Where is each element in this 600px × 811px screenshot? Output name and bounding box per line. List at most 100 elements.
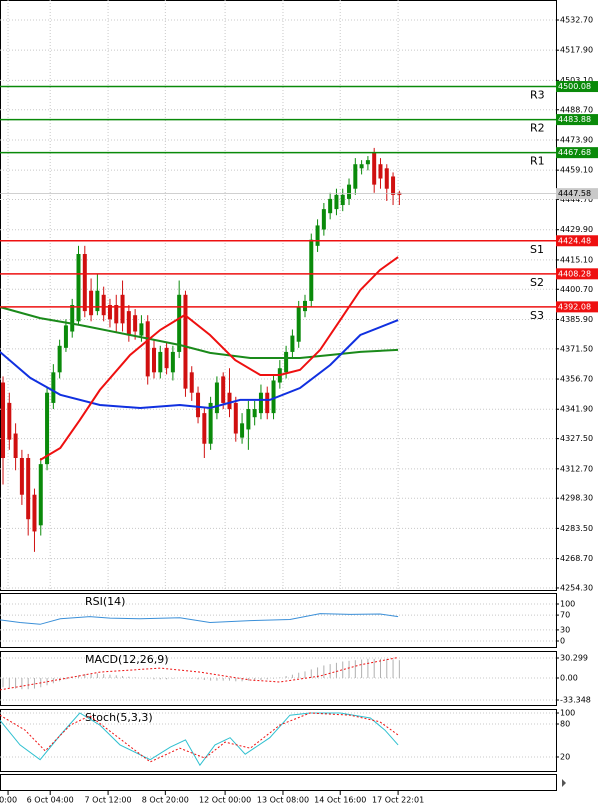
x-tick-label: 14 Oct 16:00 <box>314 796 366 805</box>
candle-body <box>246 409 251 430</box>
candle-body <box>7 402 12 440</box>
y-tick-label: 4356.70 <box>560 375 593 384</box>
candle-body <box>82 253 87 312</box>
x-tick-label: 17 Oct 22:01 <box>372 796 424 805</box>
candle-body <box>240 423 245 438</box>
y-tick-label: 4400.70 <box>560 285 593 294</box>
candle-body <box>177 294 182 352</box>
y-tick-label: 4254.30 <box>560 583 593 592</box>
level-name: R1 <box>530 155 545 168</box>
indicator-title: Stoch(5,3,3) <box>85 711 153 724</box>
candle-body <box>252 409 257 418</box>
y-tick-label: 4341.90 <box>560 405 593 414</box>
candle-body <box>227 392 232 410</box>
candle-body <box>309 239 314 301</box>
x-tick-label: 0:00 <box>0 796 17 805</box>
level-price-box <box>556 268 598 280</box>
candle-body <box>183 294 188 389</box>
candle-body <box>221 376 226 403</box>
candle-body <box>302 300 307 312</box>
candle-body <box>334 194 339 210</box>
level-price-box <box>556 81 598 93</box>
y-tick-label: 4473.90 <box>560 135 593 144</box>
candle-body <box>328 198 333 214</box>
candle-body <box>76 253 81 322</box>
candle-body <box>378 164 383 179</box>
candle-body <box>384 168 389 189</box>
y-tick-label: 100 <box>560 599 575 608</box>
panel-icon <box>562 779 566 787</box>
y-tick-label: 4298.30 <box>560 494 593 503</box>
candle-body <box>315 225 320 246</box>
candle-body <box>347 184 352 199</box>
candle-body <box>359 164 364 169</box>
y-tick-label: 4327.50 <box>560 434 593 443</box>
indicator-title: MACD(12,26,9) <box>85 653 169 666</box>
y-tick-label: 4444.70 <box>560 195 593 204</box>
level-price-box <box>556 301 598 313</box>
y-tick-label: 4312.70 <box>560 464 593 473</box>
candle-body <box>340 194 345 206</box>
candle-body <box>45 392 50 465</box>
candle-body <box>158 351 163 373</box>
candle-body <box>391 176 396 195</box>
candle-body <box>114 304 119 324</box>
candle-body <box>57 345 62 373</box>
level-price: 4500.08 <box>558 82 591 91</box>
candle-body <box>290 335 295 352</box>
candle-body <box>120 294 125 324</box>
candle-body <box>63 325 68 348</box>
candle-body <box>95 290 100 312</box>
y-tick-label: 70 <box>560 611 570 620</box>
candle-body <box>258 392 263 414</box>
candle-body <box>214 382 219 414</box>
x-tick-label: 13 Oct 08:00 <box>257 796 309 805</box>
candle-body <box>139 323 144 336</box>
candle-body <box>32 494 37 532</box>
y-tick-label: 0 <box>560 637 565 646</box>
y-tick-label: 4371.50 <box>560 344 593 353</box>
candle-body <box>265 392 270 414</box>
candle-body <box>152 347 157 373</box>
x-tick-label: 8 Oct 20:00 <box>142 796 189 805</box>
main-panel <box>0 0 557 591</box>
candle-body <box>13 433 18 459</box>
series-line <box>0 319 399 410</box>
candle-body <box>133 315 138 332</box>
candle-body <box>208 402 213 444</box>
y-tick-label: 4385.90 <box>560 315 593 324</box>
y-tick-label: 0.00 <box>560 674 578 683</box>
y-tick-label: -33.348 <box>560 696 591 705</box>
x-tick-label: 7 Oct 12:00 <box>85 796 132 805</box>
stoch-panel <box>0 709 557 772</box>
level-price-box <box>556 114 598 126</box>
last-price: 4447.58 <box>558 189 591 198</box>
candle-body <box>145 321 150 377</box>
y-tick-label: 30.299 <box>560 653 588 662</box>
candle-body <box>1 382 6 459</box>
candle-body <box>271 380 276 414</box>
y-tick-label: 30 <box>560 625 570 634</box>
y-tick-label: 4268.70 <box>560 554 593 563</box>
level-price: 4467.68 <box>558 148 591 157</box>
y-tick-label: 4429.90 <box>560 225 593 234</box>
candle-body <box>353 164 358 189</box>
candle-body <box>26 458 31 520</box>
candle-body <box>372 151 377 185</box>
extra-panel <box>0 774 557 791</box>
candle-body <box>296 307 301 342</box>
candle-body <box>196 392 201 418</box>
last-price-box <box>556 188 598 200</box>
x-tick-label: 12 Oct 00:00 <box>199 796 251 805</box>
candle-body <box>126 311 131 336</box>
y-tick-label: 4415.10 <box>560 255 593 264</box>
candle-body <box>107 304 112 320</box>
level-price-box <box>556 147 598 159</box>
candle-body <box>321 209 326 230</box>
level-price: 4424.48 <box>558 236 591 245</box>
candle-body <box>19 458 24 495</box>
candle-body <box>365 160 370 165</box>
level-price: 4392.08 <box>558 302 591 311</box>
level-name: R2 <box>530 122 545 135</box>
